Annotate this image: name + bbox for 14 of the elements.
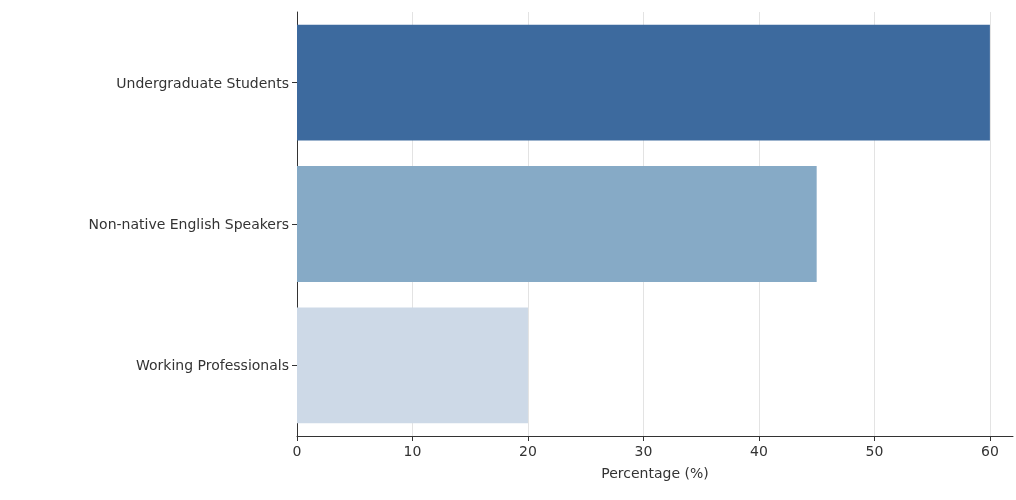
- x-tick-label: 20: [519, 443, 537, 459]
- y-tick-label: Working Professionals: [136, 357, 289, 374]
- x-tick-label: 40: [750, 443, 768, 459]
- x-tick-label: 30: [634, 443, 653, 459]
- x-tick-label: 0: [292, 443, 302, 459]
- x-tick-label: 60: [980, 443, 999, 459]
- bar: [297, 24, 990, 141]
- x-tick-label: 10: [403, 443, 422, 459]
- bar: [297, 307, 528, 424]
- x-axis-title: Percentage (%): [601, 465, 709, 481]
- y-tick-label: Undergraduate Students: [116, 74, 289, 91]
- y-tick-label: Non-native English Speakers: [88, 216, 289, 232]
- bar: [297, 166, 817, 282]
- x-tick-label: 50: [865, 443, 884, 459]
